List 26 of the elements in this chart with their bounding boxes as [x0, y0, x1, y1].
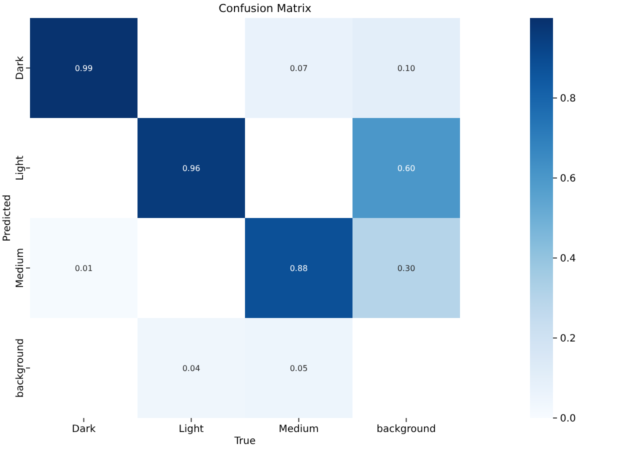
- data-label: 0.30: [397, 264, 416, 273]
- data-label: 0.60: [397, 164, 416, 173]
- data-label: 0.04: [182, 364, 200, 373]
- data-label: 0.99: [74, 64, 93, 73]
- data-label: 0.96: [182, 164, 200, 173]
- data-label: 0.05: [290, 364, 308, 373]
- x-tick-label: Dark: [72, 424, 96, 435]
- data-label: 0.88: [290, 264, 308, 273]
- color-bar-label: 0.6: [560, 174, 576, 184]
- x-axis-title: True: [233, 436, 256, 447]
- data-label: 0.10: [397, 64, 416, 73]
- x-tick-label: Medium: [278, 424, 319, 435]
- color-bar-label: 0.0: [560, 414, 576, 424]
- color-bar-label: 0.2: [560, 334, 576, 344]
- chart-title: Confusion Matrix: [218, 2, 312, 15]
- y-axis-title: Predicted: [2, 194, 13, 242]
- data-label: 0.07: [290, 64, 308, 73]
- color-bar-label: 0.4: [560, 254, 576, 264]
- data-label: 0.01: [74, 264, 93, 273]
- x-tick-label: Light: [178, 424, 204, 435]
- y-tick-label: Light: [15, 155, 26, 180]
- y-tick-label: Medium: [15, 248, 26, 288]
- x-tick-label: background: [376, 424, 436, 435]
- color-bar-label: 0.8: [560, 94, 576, 104]
- y-tick-label: background: [15, 338, 26, 398]
- y-tick-label: Dark: [15, 56, 26, 80]
